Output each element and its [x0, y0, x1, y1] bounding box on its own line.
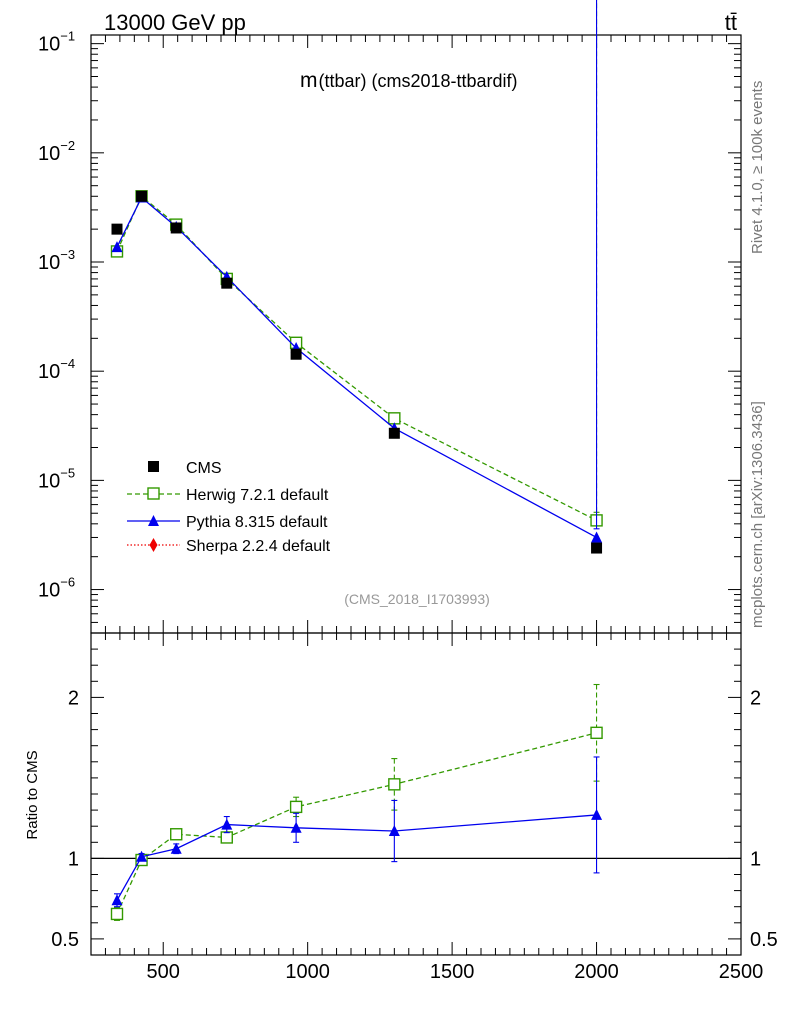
ratio-y-axis: 2 2 1 1 0.5 0.5 — [51, 648, 778, 951]
ratio-x-tick-label: 1500 — [430, 961, 475, 983]
ratio-x-tick-label: 1000 — [285, 961, 330, 983]
legend-entry-herwig: Herwig 7.2.1 default — [127, 487, 329, 504]
main-y-tick-label: 10−6 — [38, 575, 75, 602]
ratio-point-pythia — [136, 850, 148, 862]
ratio-y-tick-label-right: 0.5 — [750, 929, 778, 951]
ratio-x-axis: 500 1000 1500 2000 2500 — [90, 633, 764, 983]
main-point-cms — [290, 348, 302, 360]
main-point-cms — [170, 222, 182, 234]
legend: CMS Herwig 7.2.1 default Pythia 8.315 de… — [127, 460, 331, 555]
ratio-x-tick-label: 500 — [147, 961, 180, 983]
main-y-tick-label: 10−4 — [38, 356, 75, 383]
legend-marker-cms — [148, 461, 159, 472]
energy-label: 13000 GeV pp — [104, 10, 246, 35]
ratio-y-axis-label: Ratio to CMS — [24, 750, 41, 839]
main-y-tick-label: 10−2 — [38, 138, 75, 165]
main-point-cms — [591, 542, 603, 554]
main-point-cms — [111, 223, 123, 235]
main-point-cms — [136, 190, 148, 202]
ratio-point-pythia — [111, 894, 123, 906]
main-y-tick-label: 10−5 — [38, 465, 75, 492]
legend-label-sherpa: Sherpa 2.2.4 default — [186, 538, 331, 555]
main-point-herwig — [388, 412, 401, 425]
ratio-y-tick-label-right: 2 — [750, 687, 761, 709]
legend-entry-sherpa: Sherpa 2.2.4 default — [127, 538, 331, 555]
legend-label-cms: CMS — [186, 460, 222, 477]
main-point-cms — [388, 427, 400, 439]
ratio-y-tick-label-left: 2 — [68, 687, 79, 709]
main-y-tick-label: 10−1 — [38, 29, 75, 56]
main-y-tick-label: 10−3 — [38, 247, 75, 274]
main-point-pythia — [591, 531, 603, 543]
main-point-pythia — [111, 241, 123, 253]
main-x-axis — [90, 35, 742, 633]
ratio-plot-frame — [90, 632, 742, 956]
ratio-point-herwig — [110, 907, 124, 921]
ratio-line-pythia — [116, 814, 597, 901]
ratio-point-herwig — [388, 778, 401, 791]
legend-entry-cms: CMS — [148, 460, 222, 477]
legend-marker-herwig — [147, 487, 160, 500]
ratio-series — [110, 683, 603, 921]
main-y-axis: 10−1 10−2 10−3 10−4 10−5 10−6 — [38, 29, 741, 634]
ratio-point-pythia — [170, 842, 182, 854]
svg-text:mcplots.cern.ch [arXiv:1306.34: mcplots.cern.ch [arXiv:1306.3436] — [749, 401, 766, 628]
svg-text:Rivet 4.1.0, ≥ 100k events: Rivet 4.1.0, ≥ 100k events — [749, 81, 766, 254]
process-label: tt̄ — [725, 10, 737, 35]
ratio-point-pythia — [591, 808, 603, 820]
ratio-y-tick-label-left: 0.5 — [51, 929, 79, 951]
analysis-id-label: (CMS_2018_I1703993) — [344, 591, 490, 607]
ratio-panel: Ratio to CMS 2 2 1 1 0.5 0.5 500 1000 1500 2000 2… — [24, 632, 778, 983]
ratio-point-herwig — [220, 831, 233, 844]
ratio-x-tick-label: 2500 — [719, 961, 764, 983]
ratio-point-herwig — [170, 828, 183, 841]
ratio-line-herwig — [116, 732, 597, 915]
legend-marker-sherpa — [149, 538, 158, 552]
mcplots-label: mcplots.cern.ch [arXiv:1306.3436] — [749, 401, 766, 628]
ratio-y-tick-label-right: 1 — [750, 848, 761, 870]
main-panel: m(ttbar) (cms2018-ttbardif) (CMS_2018_I1… — [38, 0, 742, 634]
legend-entry-pythia: Pythia 8.315 default — [127, 514, 328, 531]
main-point-cms — [221, 277, 233, 289]
ratio-point-herwig — [289, 800, 303, 814]
legend-label-pythia: Pythia 8.315 default — [186, 514, 328, 531]
main-plot-title: m(ttbar) (cms2018-ttbardif) — [300, 69, 518, 92]
svg-text:Ratio to CMS: Ratio to CMS — [24, 750, 41, 839]
ratio-x-tick-label: 2000 — [574, 961, 619, 983]
legend-label-herwig: Herwig 7.2.1 default — [186, 487, 329, 504]
ratio-point-herwig — [590, 726, 603, 740]
ratio-point-pythia — [388, 825, 400, 837]
legend-marker-pythia — [148, 515, 159, 526]
main-series — [110, 0, 603, 554]
ratio-point-pythia — [290, 821, 302, 833]
rivet-version-label: Rivet 4.1.0, ≥ 100k events — [749, 81, 766, 254]
ratio-y-tick-label-left: 1 — [68, 848, 79, 870]
ratio-point-pythia — [221, 818, 233, 830]
